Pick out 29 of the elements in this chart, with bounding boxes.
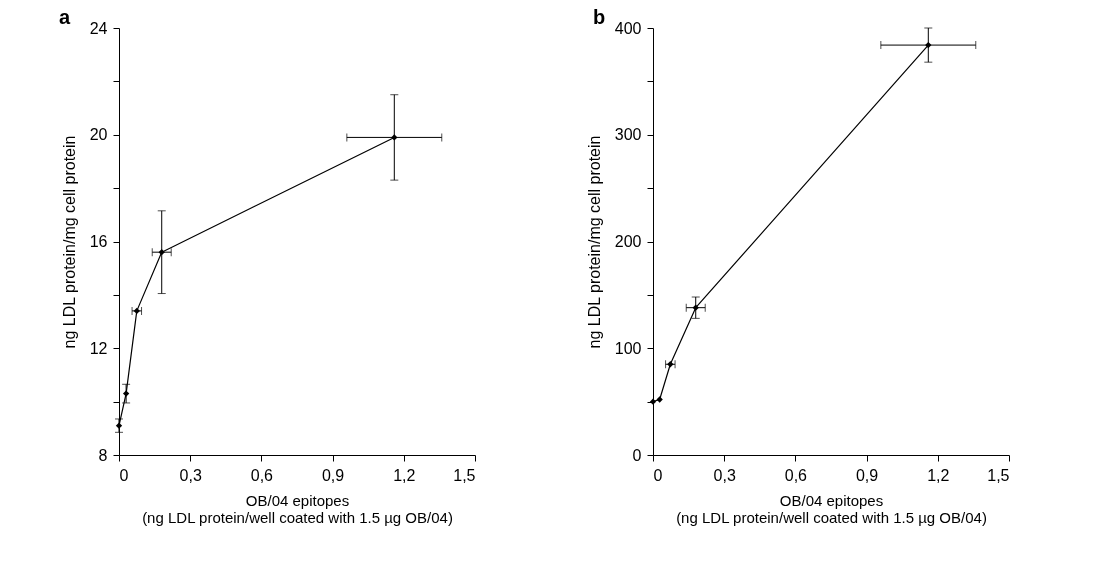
- x-tick-label: 1,5: [987, 466, 1010, 484]
- y-tick-label: 12: [89, 339, 108, 357]
- point: [656, 396, 663, 403]
- y-tick-label: 100: [614, 339, 642, 357]
- x-tick-label: 0,9: [321, 466, 345, 484]
- x-tick-label: 0,3: [179, 466, 202, 484]
- y-tick-label: 300: [614, 126, 642, 144]
- y-tick-label: 200: [614, 233, 642, 250]
- y-tick-label: 20: [89, 126, 108, 144]
- y-tick-label: 8: [98, 446, 108, 464]
- x-tick-label: 1,5: [453, 466, 476, 484]
- x-tick-label: 0,9: [855, 466, 879, 484]
- chart-title: b: [593, 6, 606, 28]
- x-tick-label: 0,6: [250, 466, 274, 484]
- x-tick-label: 1,2: [393, 466, 416, 484]
- y-tick-label: 0: [632, 446, 642, 464]
- y-axis-title: ng LDL protein/mg cell protein: [585, 135, 603, 349]
- y-tick-label: 24: [89, 19, 108, 37]
- y-axis-title: ng LDL protein/mg cell protein: [60, 135, 78, 349]
- x-tick-label: 0,6: [784, 466, 808, 484]
- chart-title: a: [59, 6, 71, 28]
- x-axis-title: OB/04 epitopes (ng LDL protein/well coated with 1.5 µg OB/04): [676, 491, 987, 526]
- x-tick-label: 0: [653, 466, 663, 484]
- y-tick-label: 400: [614, 19, 642, 37]
- x-tick-label: 0: [119, 466, 129, 484]
- y-tick-label: 16: [89, 233, 108, 250]
- x-tick-label: 0,3: [713, 466, 736, 484]
- x-axis-title: OB/04 epitopes (ng LDL protein/well coated with 1.5 µg OB/04): [142, 491, 453, 526]
- x-tick-label: 1,2: [927, 466, 950, 484]
